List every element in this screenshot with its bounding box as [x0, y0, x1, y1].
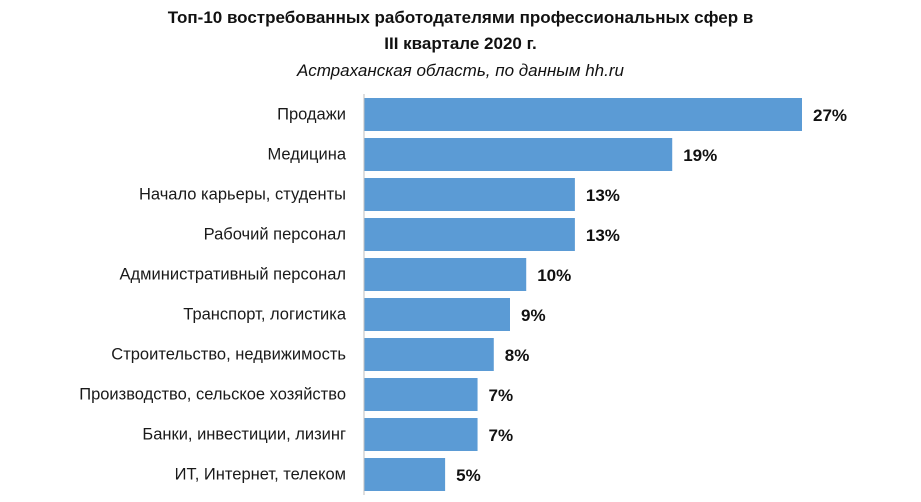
bar	[364, 458, 446, 491]
value-label: 5%	[456, 466, 481, 485]
value-label: 8%	[505, 346, 530, 365]
value-label: 13%	[586, 226, 620, 245]
category-label: Строительство, недвижимость	[111, 346, 346, 364]
bar	[364, 218, 575, 251]
bar	[364, 418, 478, 451]
category-label: Банки, инвестиции, лизинг	[142, 426, 346, 444]
chart-title-line-2: III квартале 2020 г.	[384, 34, 537, 53]
category-label: Медицина	[267, 146, 346, 164]
bar	[364, 258, 527, 291]
category-label: Рабочий персонал	[204, 226, 346, 244]
value-label: 9%	[521, 306, 546, 325]
bar	[364, 178, 575, 211]
value-label: 10%	[537, 266, 571, 285]
category-label: Производство, сельское хозяйство	[79, 386, 346, 404]
value-label: 27%	[813, 106, 847, 125]
category-label: ИТ, Интернет, телеком	[175, 466, 346, 484]
chart-subtitle: Астраханская область, по данным hh.ru	[297, 61, 624, 80]
value-label: 7%	[489, 386, 514, 405]
bar	[364, 138, 673, 171]
value-label: 19%	[683, 146, 717, 165]
bar	[364, 338, 494, 371]
category-label: Начало карьеры, студенты	[139, 186, 346, 204]
value-label: 7%	[489, 426, 514, 445]
bar	[364, 98, 802, 131]
chart-title-line-1: Топ-10 востребованных работодателями про…	[167, 8, 754, 27]
category-label: Административный персонал	[120, 266, 346, 284]
category-label: Транспорт, логистика	[183, 306, 347, 324]
bar	[364, 298, 510, 331]
bar	[364, 378, 478, 411]
category-label: Продажи	[277, 106, 346, 124]
value-label: 13%	[586, 186, 620, 205]
